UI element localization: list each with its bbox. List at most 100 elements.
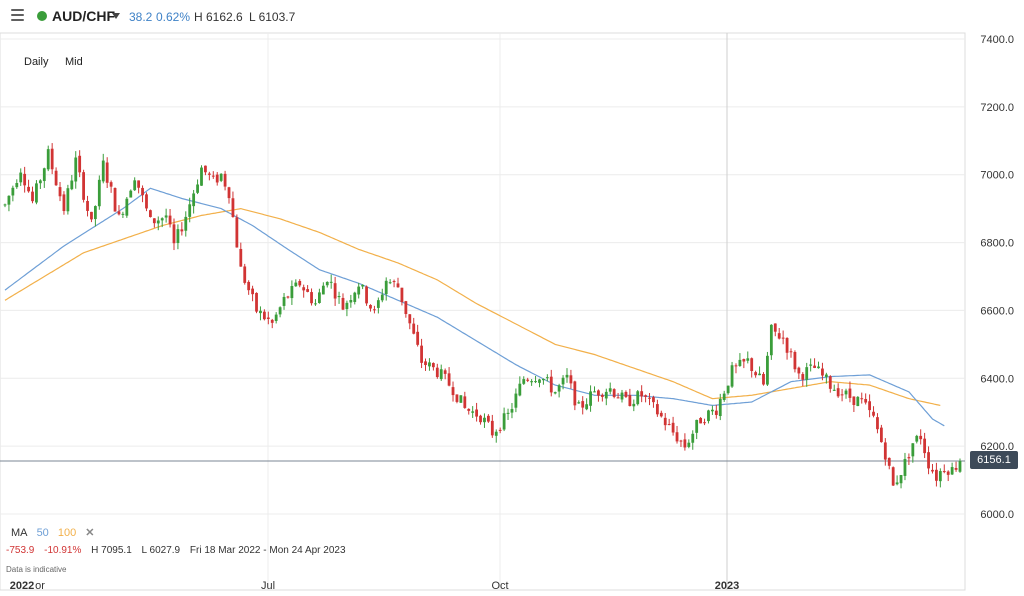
candle-up: [38, 180, 42, 184]
candle-up: [561, 377, 565, 385]
candle-up: [514, 393, 518, 408]
candle-up: [483, 417, 486, 423]
candle-down: [663, 417, 667, 426]
candle-down: [400, 287, 404, 303]
candle-up: [557, 385, 561, 392]
candle-down: [486, 415, 490, 422]
candle-down: [306, 289, 310, 292]
candle-down: [679, 440, 683, 442]
candle-up: [915, 435, 919, 442]
x-tick-label: Oct: [491, 580, 508, 592]
ma100-layer: [4, 207, 941, 406]
candle-up: [278, 307, 282, 315]
candle-down: [255, 292, 258, 312]
candle-up: [160, 218, 164, 221]
candle-down: [785, 337, 789, 353]
candle-up: [593, 391, 596, 393]
candle-down: [373, 309, 376, 311]
plot-frame: [0, 32, 966, 591]
candle-up: [388, 282, 392, 284]
candle-down: [573, 381, 577, 406]
candle-up: [184, 216, 188, 231]
candle-up: [384, 280, 388, 295]
candle-up: [766, 355, 769, 385]
candle-up: [506, 412, 510, 414]
candle-down: [872, 411, 875, 416]
ma50-label[interactable]: 50: [36, 527, 49, 539]
candle-up: [188, 204, 192, 217]
candle-down: [876, 417, 879, 430]
market-status-indicator: [37, 11, 47, 21]
candle-up: [911, 443, 915, 457]
candle-up: [604, 391, 608, 399]
candle-up: [321, 285, 325, 295]
candle-down: [396, 283, 400, 288]
candle-down: [435, 367, 439, 378]
chevron-down-icon[interactable]: [112, 13, 120, 19]
ma50-line: [4, 187, 945, 427]
candle-up: [101, 160, 105, 182]
candle-down: [624, 391, 628, 397]
candle-down: [797, 367, 801, 374]
candle-down: [247, 281, 251, 291]
candle-down: [616, 397, 620, 399]
candle-down: [675, 432, 679, 442]
candle-up: [97, 179, 101, 207]
candle-up: [353, 292, 357, 302]
candle-down: [714, 410, 718, 415]
candle-up: [758, 373, 761, 376]
candle-down: [836, 388, 840, 397]
candle-up: [325, 281, 329, 286]
candle-down: [251, 288, 254, 295]
candle-down: [302, 287, 306, 291]
candle-up: [620, 392, 624, 400]
ma100-label[interactable]: 100: [57, 527, 77, 539]
candle-down: [392, 281, 396, 283]
candle-down: [868, 401, 871, 411]
hamburger-menu-icon[interactable]: [11, 9, 24, 23]
candle-down: [431, 363, 435, 368]
candle-up: [695, 419, 699, 433]
candle-down: [451, 387, 455, 396]
symbol-selector[interactable]: AUD/CHF: [52, 8, 115, 24]
candle-down: [931, 469, 934, 472]
candle-up: [856, 396, 860, 407]
candle-up: [274, 314, 278, 321]
x-tick-label: 2022: [10, 580, 34, 592]
candle-down: [443, 370, 447, 374]
candle-up: [290, 286, 294, 299]
candle-up: [219, 173, 223, 181]
candle-down: [211, 175, 215, 177]
candle-up: [530, 381, 534, 383]
candle-down: [239, 248, 243, 267]
y-tick-label: 6200.0: [980, 441, 1014, 453]
y-tick-label: 6400.0: [980, 373, 1014, 385]
candle-down: [498, 429, 502, 431]
candle-up: [376, 300, 380, 308]
candle-up: [259, 310, 262, 314]
candle-up: [769, 324, 773, 356]
candle-down: [569, 375, 573, 384]
close-icon[interactable]: ✕: [85, 527, 95, 539]
candle-down: [105, 162, 109, 183]
candle-up: [938, 471, 942, 482]
candle-down: [420, 345, 423, 363]
candle-up: [156, 220, 160, 224]
candle-down: [671, 422, 675, 433]
price-type-label[interactable]: Mid: [65, 56, 83, 68]
timeframe-label[interactable]: Daily: [24, 56, 49, 68]
candle-down: [683, 439, 687, 448]
candle-down: [659, 412, 663, 417]
ma-label: MA: [11, 527, 28, 539]
candle-down: [204, 165, 207, 173]
ma100-line: [4, 207, 941, 406]
candle-down: [479, 415, 482, 423]
candle-down: [475, 409, 478, 417]
candle-down: [777, 333, 781, 339]
candle-down: [742, 359, 746, 362]
candle-up: [534, 381, 537, 383]
candle-up: [357, 286, 361, 295]
candle-down: [78, 155, 82, 173]
candle-up: [687, 442, 691, 447]
